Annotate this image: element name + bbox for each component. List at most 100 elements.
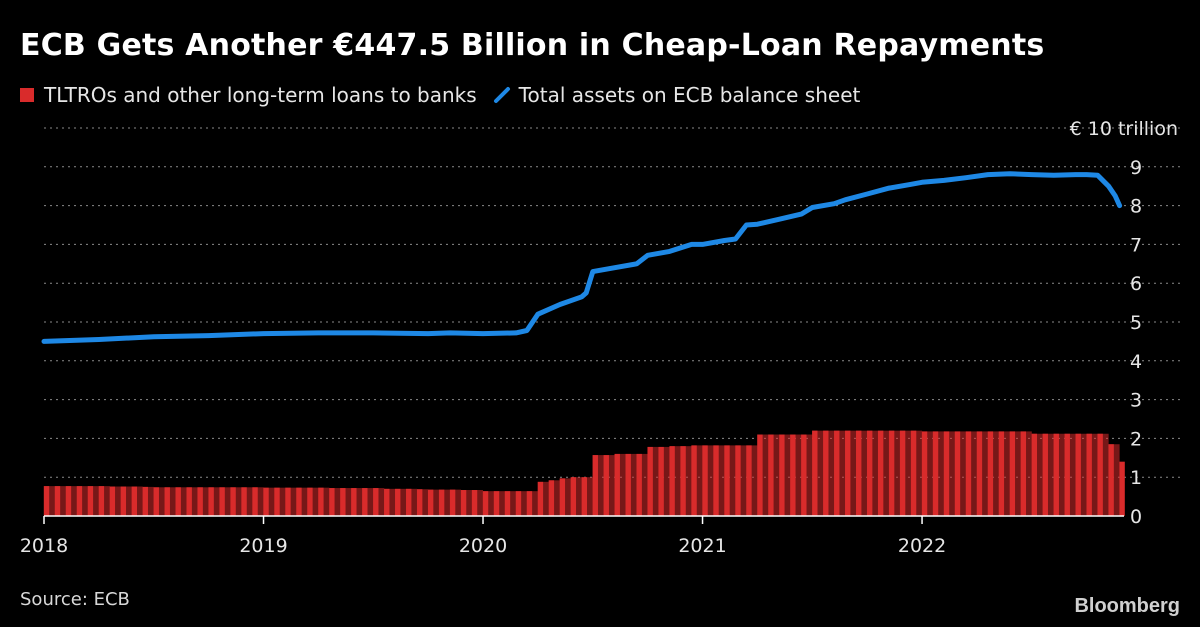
total-assets-line xyxy=(41,171,1123,344)
loan-bar-fill xyxy=(614,453,626,516)
y-tick-label: 6 xyxy=(1130,273,1142,295)
loan-bar-fill xyxy=(417,489,429,516)
loan-bar-fill xyxy=(889,430,901,516)
loan-bar-fill xyxy=(845,430,857,516)
legend-item-assets: Total assets on ECB balance sheet xyxy=(493,83,861,107)
loan-bar-fill xyxy=(1053,433,1065,516)
loan-bar-fill xyxy=(186,487,198,516)
x-tick-label: 2019 xyxy=(239,535,287,557)
loan-bar-fill xyxy=(395,488,407,516)
loan-bar-fill xyxy=(1064,433,1076,516)
y-unit-label: € 10 trillion xyxy=(1070,118,1178,140)
loan-bar-fill xyxy=(153,487,165,516)
loan-bar-fill xyxy=(735,445,747,516)
legend-label-assets: Total assets on ECB balance sheet xyxy=(518,83,861,107)
loan-bar-fill xyxy=(724,445,736,516)
loan-bar-fill xyxy=(713,445,725,516)
loan-bar-fill xyxy=(76,486,88,516)
loan-bar-fill xyxy=(867,430,879,516)
loan-bar-fill xyxy=(44,486,55,516)
loan-bar-fill xyxy=(812,430,824,516)
y-tick-label: 5 xyxy=(1130,312,1142,334)
y-tick-label: 1 xyxy=(1130,467,1142,489)
y-tick-label: 9 xyxy=(1130,157,1142,179)
loan-bar-fill xyxy=(570,477,582,516)
y-tick-label: 2 xyxy=(1130,428,1142,450)
legend-label-loans: TLTROs and other long-term loans to bank… xyxy=(44,83,477,107)
line-swatch-icon xyxy=(493,87,510,103)
legend-item-loans: TLTROs and other long-term loans to bank… xyxy=(20,83,477,107)
loan-bar-fill xyxy=(340,488,352,516)
loan-bar-fill xyxy=(439,489,451,516)
loan-bar-fill xyxy=(998,431,1010,516)
loan-bar-fill xyxy=(494,491,505,516)
loan-bar-fill xyxy=(603,455,615,516)
loan-bar-fill xyxy=(548,480,560,516)
loan-bar-fill xyxy=(965,431,977,516)
loan-bar-fill xyxy=(164,487,176,516)
loan-bar-fill xyxy=(131,486,143,516)
loan-bar-fill xyxy=(274,487,286,516)
loan-bar-fill xyxy=(428,489,440,516)
loan-bar-fill xyxy=(263,487,275,516)
loan-bar-fill xyxy=(98,486,110,516)
loan-bar-fill xyxy=(1020,431,1032,516)
loan-bar-fill xyxy=(768,434,780,516)
y-tick-label: 0 xyxy=(1130,506,1142,528)
loan-bar-fill xyxy=(1042,433,1054,516)
loan-bar-fill xyxy=(801,434,813,516)
bloomberg-logo: Bloomberg xyxy=(1074,595,1180,617)
loan-bar-fill xyxy=(373,488,385,516)
loan-bar-fill xyxy=(856,430,868,516)
loan-bar-fill xyxy=(197,487,209,516)
loan-bar xyxy=(1119,461,1125,516)
loan-bar-fill xyxy=(757,434,769,516)
legend: TLTROs and other long-term loans to bank… xyxy=(20,82,876,108)
loan-bar-fill xyxy=(329,488,341,516)
loan-bar-fill xyxy=(1031,433,1043,516)
loan-bar-fill xyxy=(537,481,549,516)
loan-bar-fill xyxy=(504,491,516,516)
loan-bar-fill xyxy=(987,431,999,516)
loan-bar-fill xyxy=(461,490,473,516)
loan-bar-fill xyxy=(526,491,538,516)
loan-bar-fill xyxy=(65,486,77,516)
loan-bar-fill xyxy=(307,487,319,516)
loan-bar-fill xyxy=(285,487,297,516)
loan-bar-fill xyxy=(208,487,220,516)
loan-bar-fill xyxy=(1086,433,1098,516)
loan-bar-fill xyxy=(900,430,912,516)
loan-bar-fill xyxy=(54,486,66,516)
loan-bar-fill xyxy=(944,431,955,516)
x-tick-label: 2020 xyxy=(459,535,507,557)
loan-bar-fill xyxy=(954,431,966,516)
loan-bar-fill xyxy=(483,491,494,516)
loan-bar-fill xyxy=(142,486,154,516)
loan-bar-fill xyxy=(658,446,670,516)
loan-bar-fill xyxy=(680,446,692,516)
loan-bar-fill xyxy=(691,445,703,516)
loan-bar-fill xyxy=(450,489,462,516)
loan-bar-fill xyxy=(219,487,231,516)
loan-bar-fill xyxy=(592,455,604,516)
loan-bar-fill xyxy=(252,487,264,516)
loan-bar-fill xyxy=(581,477,593,516)
loan-bar-fill xyxy=(976,431,988,516)
loan-bar-fill xyxy=(636,453,648,516)
x-tick-label: 2022 xyxy=(898,535,946,557)
loan-bar-fill xyxy=(406,488,418,516)
y-tick-label: 8 xyxy=(1130,196,1142,218)
loan-bar-fill xyxy=(647,446,659,516)
loan-bar-fill xyxy=(241,487,253,516)
loan-bar-fill xyxy=(1097,433,1109,516)
loan-bar-fill xyxy=(1075,433,1087,516)
loan-bar-fill xyxy=(911,430,923,516)
y-tick-label: 3 xyxy=(1130,390,1142,412)
loan-bar-fill xyxy=(823,430,835,516)
x-tick-label: 2018 xyxy=(20,535,68,557)
loan-bar-fill xyxy=(1108,444,1120,516)
loan-bar-fill xyxy=(230,487,242,516)
loan-bar-fill xyxy=(109,486,121,516)
loan-bar-fill xyxy=(1009,431,1021,516)
